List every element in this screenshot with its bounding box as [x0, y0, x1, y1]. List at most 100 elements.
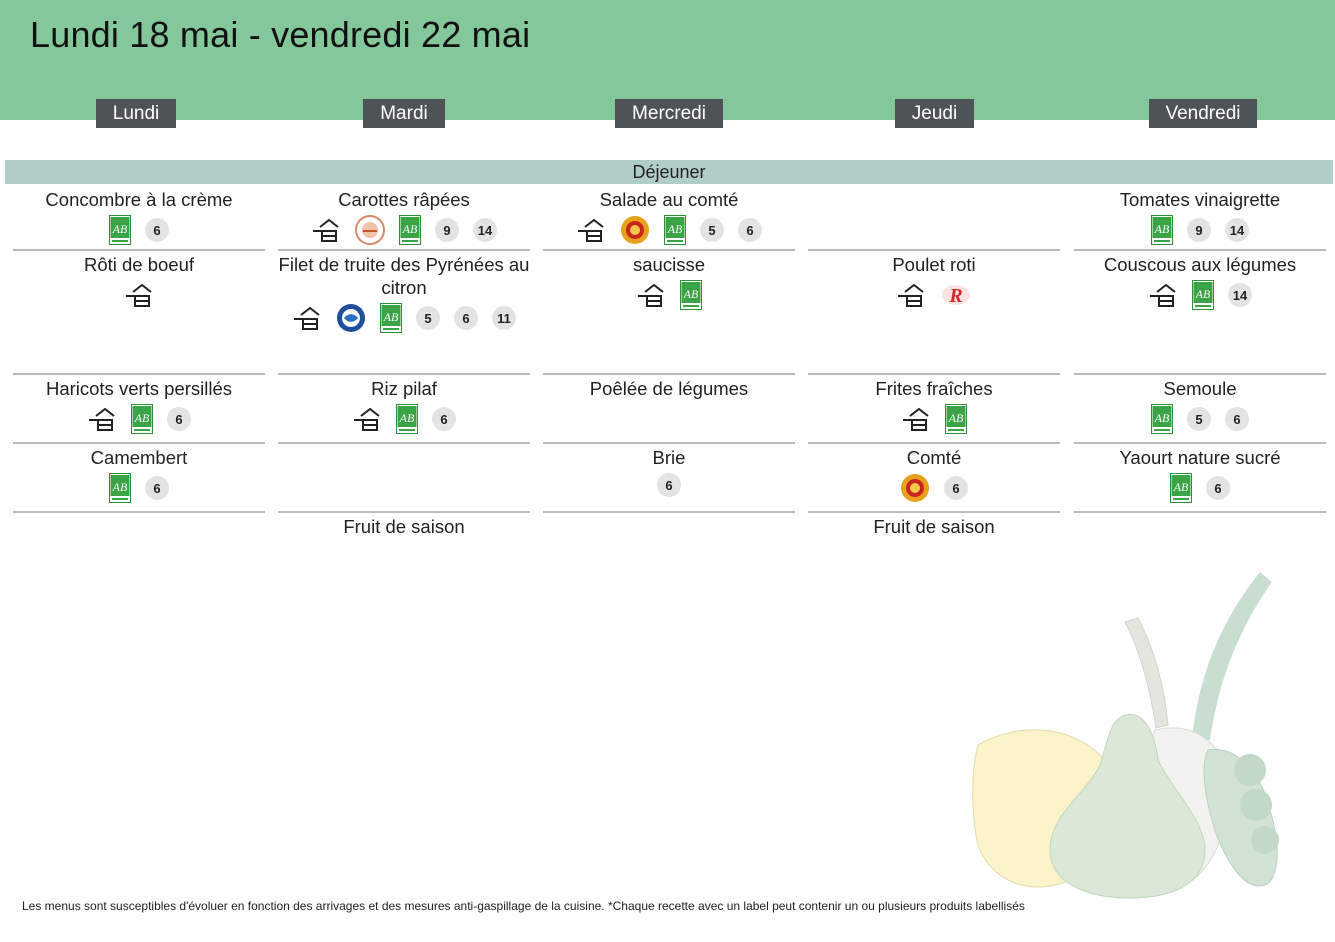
svg-text:AB: AB: [1173, 480, 1189, 494]
dish-name: [808, 186, 1060, 188]
dish-name: Camembert: [90, 447, 188, 468]
menu-cell: Riz pilaf AB 6: [278, 375, 530, 444]
label-row: AB 5 6 11: [278, 303, 530, 333]
allergen-badge: 6: [1206, 476, 1230, 500]
ab-icon: AB: [380, 303, 402, 333]
label-row: AB 5 6: [543, 215, 795, 245]
menu-cell: Fruit de saison: [808, 513, 1060, 548]
menu-cell: Haricots verts persillés AB 6: [13, 375, 265, 444]
menu-cell: [278, 444, 530, 513]
menu-cell: Camembert AB 6: [13, 444, 265, 513]
ab-icon: AB: [1170, 473, 1192, 503]
dish-name: Salade au comté: [599, 189, 739, 210]
dish-name: Fruit de saison: [873, 516, 995, 537]
label-row: AB: [808, 404, 1060, 434]
allergen-badge: 9: [435, 218, 459, 242]
dish-name: Yaourt nature sucré: [1119, 447, 1281, 468]
menu-cell: Frites fraîches AB: [808, 375, 1060, 444]
dish-name: Semoule: [1163, 378, 1237, 399]
dish-name: Fruit de saison: [343, 516, 465, 537]
label-row: AB 6: [278, 404, 530, 434]
label-row: AB 5 6: [1074, 404, 1326, 434]
menu-cell: Rôti de boeuf: [13, 251, 265, 375]
allergen-badge: 6: [454, 306, 478, 330]
label-row: 6: [808, 473, 1060, 503]
label-row: AB 6: [1074, 473, 1326, 503]
label-row: AB: [543, 280, 795, 310]
menu-cell: saucisse AB: [543, 251, 795, 375]
svg-text:AB: AB: [399, 411, 415, 425]
aop-icon: [900, 473, 930, 503]
allergen-badge: 6: [167, 407, 191, 431]
allergen-badge: 14: [1228, 283, 1252, 307]
label-row: AB 14: [1074, 280, 1326, 310]
menu-cell: [1074, 513, 1326, 548]
dish-name: Poulet roti: [892, 254, 976, 275]
label-row: [13, 280, 265, 310]
day-tab-jeudi: Jeudi: [895, 99, 974, 128]
footer-disclaimer: Les menus sont susceptibles d'évoluer en…: [22, 899, 1025, 913]
svg-text:R: R: [948, 285, 962, 307]
dish-name: Haricots verts persillés: [45, 378, 233, 399]
allergen-badge: 9: [1187, 218, 1211, 242]
day-tab-mardi: Mardi: [363, 99, 445, 128]
label-rouge-icon: R: [940, 280, 972, 310]
homemade-icon: [87, 404, 117, 434]
ab-icon: AB: [1151, 404, 1173, 434]
allergen-badge: 5: [416, 306, 440, 330]
dish-name: Couscous aux légumes: [1103, 254, 1297, 275]
menu-cell: Comté 6: [808, 444, 1060, 513]
dish-name: [543, 513, 795, 515]
homemade-icon: [636, 280, 666, 310]
menu-cell: Carottes râpées AB 9 14: [278, 186, 530, 251]
menu-cell: Yaourt nature sucré AB 6: [1074, 444, 1326, 513]
dish-name: [13, 513, 265, 515]
ab-icon: AB: [399, 215, 421, 245]
label-row: AB 6: [13, 404, 265, 434]
menu-cell: Semoule AB 5 6: [1074, 375, 1326, 444]
dish-name: Brie: [652, 447, 686, 468]
allergen-badge: 11: [492, 306, 516, 330]
label-row: AB 6: [13, 215, 265, 245]
menu-cell: Couscous aux légumes AB 14: [1074, 251, 1326, 375]
ab-icon: AB: [1192, 280, 1214, 310]
day-column-mercredi: Salade au comté AB 5 6 saucisse AB Poêlée de l…: [543, 186, 795, 548]
fruit-vegetable-illustration: [972, 572, 1279, 899]
menu-cell: Salade au comté AB 5 6: [543, 186, 795, 251]
allergen-badge: 6: [145, 218, 169, 242]
allergen-badge: 14: [1225, 218, 1249, 242]
ab-icon: AB: [396, 404, 418, 434]
day-tab-mercredi: Mercredi: [615, 99, 723, 128]
menu-cell: Filet de truite des Pyrénées au citron AB…: [278, 251, 530, 375]
label-row: AB 9 14: [1074, 215, 1326, 245]
svg-text:AB: AB: [134, 411, 150, 425]
dish-name: Rôti de boeuf: [83, 254, 195, 275]
label-row: AB 9 14: [278, 215, 530, 245]
homemade-icon: [124, 280, 154, 310]
label-row: 6: [543, 473, 795, 497]
ab-icon: AB: [131, 404, 153, 434]
day-column-lundi: Concombre à la crème AB 6 Rôti de boeuf Hari…: [13, 186, 265, 548]
svg-text:AB: AB: [112, 222, 128, 236]
homemade-icon: [311, 215, 341, 245]
svg-text:AB: AB: [667, 222, 683, 236]
page-title: Lundi 18 mai - vendredi 22 mai: [30, 14, 531, 55]
menu-cell: Poêlée de légumes: [543, 375, 795, 444]
homemade-icon: [1148, 280, 1178, 310]
aop-icon: [620, 215, 650, 245]
dish-name: Tomates vinaigrette: [1119, 189, 1281, 210]
menu-cell: Concombre à la crème AB 6: [13, 186, 265, 251]
svg-text:AB: AB: [948, 411, 964, 425]
allergen-badge: 6: [145, 476, 169, 500]
ab-icon: AB: [109, 215, 131, 245]
dish-name: saucisse: [633, 254, 705, 275]
day-tab-vendredi: Vendredi: [1149, 99, 1257, 128]
day-column-jeudi: Poulet roti R Frites fraîches AB Comté 6 Fruit…: [808, 186, 1060, 548]
day-column-vendredi: Tomates vinaigrette AB 9 14 Couscous aux lég…: [1074, 186, 1326, 548]
blue-fish-label-icon: [336, 303, 366, 333]
dish-name: Carottes râpées: [338, 189, 470, 210]
allergen-badge: 6: [432, 407, 456, 431]
menu-cell: Brie 6: [543, 444, 795, 513]
label-row: R: [808, 280, 1060, 310]
homemade-icon: [901, 404, 931, 434]
